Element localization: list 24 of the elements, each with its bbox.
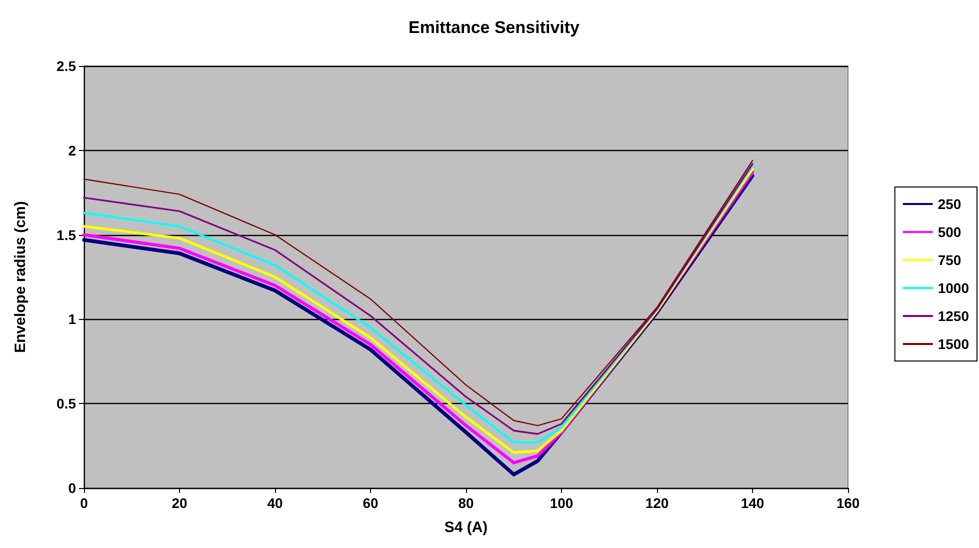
x-tick-label: 40 [267,495,283,511]
y-tick-label: 0.5 [56,396,76,412]
y-tick-label: 0 [68,480,76,496]
x-tick-label: 80 [458,495,474,511]
x-tick-label: 0 [80,495,88,511]
x-tick-label: 20 [172,495,188,511]
legend-label: 750 [938,252,962,268]
x-axis-title: S4 (A) [444,519,488,536]
y-axis-title: Envelope radius (cm) [12,201,29,353]
y-tick-label: 2 [68,142,76,158]
legend-label: 250 [938,196,962,212]
y-tick-label: 1 [68,311,76,328]
legend-label: 1000 [938,280,970,296]
y-tick-label: 2.5 [56,58,76,74]
x-tick-label: 160 [836,495,860,511]
y-tick-label: 1.5 [56,226,76,243]
legend-label: 1250 [938,308,970,324]
chart-title: Emittance Sensitivity [408,18,580,37]
legend-label: 1500 [938,336,970,352]
legend-label: 500 [938,224,962,240]
x-tick-label: 140 [740,495,764,511]
x-tick-label: 120 [645,495,669,511]
x-tick-label: 60 [362,495,378,511]
x-tick-label: 100 [550,495,574,511]
